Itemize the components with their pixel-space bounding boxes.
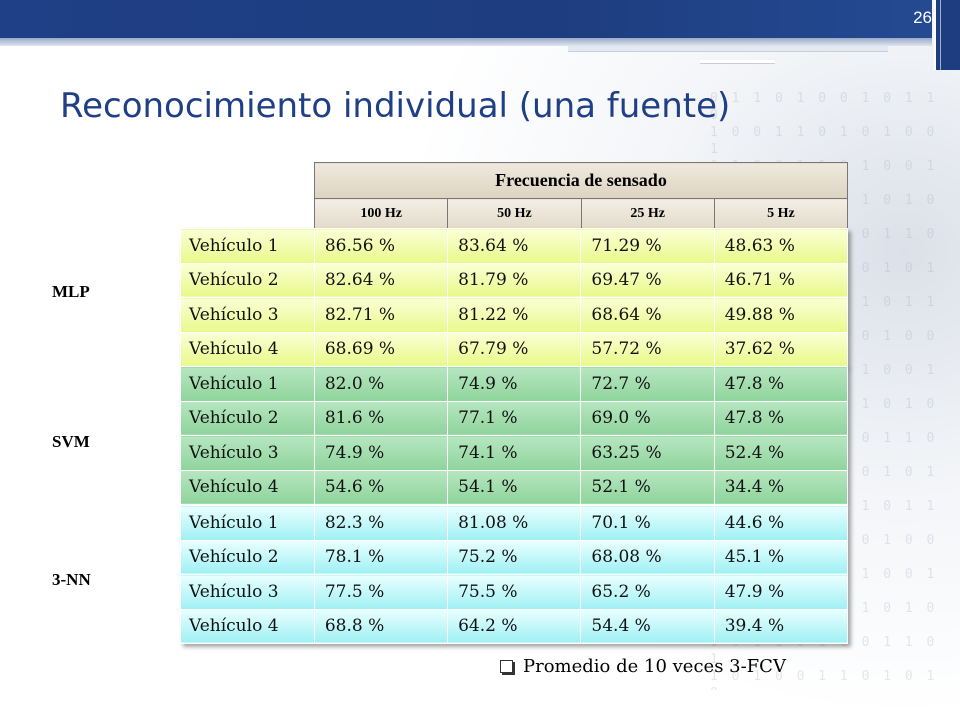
table-cell: 45.1 % xyxy=(713,539,849,575)
table-cell: 68.08 % xyxy=(580,539,715,575)
slide-number: 26 xyxy=(913,8,932,27)
svm-results-table: Vehículo 1 82.0 % 74.9 % 72.7 % 47.8 % V… xyxy=(180,366,849,505)
table-cell: 74.9 % xyxy=(313,435,449,471)
table-cell: 44.6 % xyxy=(713,505,849,541)
table-cell: 39.4 % xyxy=(713,608,849,644)
table-row: Vehículo 4 68.8 % 64.2 % 54.4 % 39.4 % xyxy=(180,608,849,644)
table-cell: 83.64 % xyxy=(447,228,582,264)
row-label: Vehículo 3 xyxy=(180,574,315,610)
table-cell: 69.0 % xyxy=(580,400,715,436)
column-header-5hz: 5 Hz xyxy=(713,198,849,229)
row-label: Vehículo 2 xyxy=(180,262,315,298)
table-cell: 54.6 % xyxy=(313,469,449,505)
table-cell: 68.69 % xyxy=(313,331,449,367)
table-row: Vehículo 2 78.1 % 75.2 % 68.08 % 45.1 % xyxy=(180,539,849,575)
group-label-mlp: MLP xyxy=(52,282,90,301)
row-label: Vehículo 4 xyxy=(180,469,315,505)
header-bar-shade xyxy=(0,38,932,46)
table-cell: 81.79 % xyxy=(447,262,582,298)
row-label: Vehículo 3 xyxy=(180,297,315,333)
column-header-100hz: 100 Hz xyxy=(313,198,449,229)
table-cell: 72.7 % xyxy=(580,366,715,402)
row-label: Vehículo 2 xyxy=(180,539,315,575)
row-label: Vehículo 4 xyxy=(180,608,315,644)
table-cell: 75.2 % xyxy=(447,539,582,575)
group-label-svm: SVM xyxy=(52,432,90,451)
table-row: Vehículo 3 74.9 % 74.1 % 63.25 % 52.4 % xyxy=(180,435,849,471)
table-cell: 49.88 % xyxy=(713,297,849,333)
table-cell: 47.9 % xyxy=(713,574,849,610)
table-cell: 81.22 % xyxy=(447,297,582,333)
table-cell: 48.63 % xyxy=(713,228,849,264)
table-row: Vehículo 2 81.6 % 77.1 % 69.0 % 47.8 % xyxy=(180,400,849,436)
table-cell: 52.1 % xyxy=(580,469,715,505)
row-label: Vehículo 1 xyxy=(180,505,315,541)
slide-title: Reconocimiento individual (una fuente) xyxy=(60,86,731,126)
table-row: Vehículo 3 77.5 % 75.5 % 65.2 % 47.9 % xyxy=(180,574,849,610)
3nn-results-table: Vehículo 1 82.3 % 81.08 % 70.1 % 44.6 % … xyxy=(180,505,849,644)
table-cell: 63.25 % xyxy=(580,435,715,471)
footnote-text: Promedio de 10 veces 3-FCV xyxy=(523,656,786,677)
table-cell: 47.8 % xyxy=(713,400,849,436)
row-label: Vehículo 3 xyxy=(180,435,315,471)
right-accent-rule-thin xyxy=(940,0,941,70)
table-cell: 64.2 % xyxy=(447,608,582,644)
table-cell: 54.4 % xyxy=(580,608,715,644)
table-cell: 77.1 % xyxy=(447,400,582,436)
table-cell: 65.2 % xyxy=(580,574,715,610)
frequency-header-table: Frecuencia de sensado 100 Hz 50 Hz 25 Hz… xyxy=(313,162,849,229)
table-cell: 81.08 % xyxy=(447,505,582,541)
table-row: Vehículo 1 82.0 % 74.9 % 72.7 % 47.8 % xyxy=(180,366,849,402)
table-cell: 69.47 % xyxy=(580,262,715,298)
right-accent-rule xyxy=(934,0,936,70)
table-row: Vehículo 4 54.6 % 54.1 % 52.1 % 34.4 % xyxy=(180,469,849,505)
table-cell: 82.0 % xyxy=(313,366,449,402)
table-cell: 67.79 % xyxy=(447,331,582,367)
header-accent-line-short xyxy=(700,60,775,64)
table-cell: 70.1 % xyxy=(580,505,715,541)
row-label: Vehículo 2 xyxy=(180,400,315,436)
table-cell: 46.71 % xyxy=(713,262,849,298)
table-cell: 74.1 % xyxy=(447,435,582,471)
group-label-3nn: 3-NN xyxy=(52,570,91,589)
table-cell: 47.8 % xyxy=(713,366,849,402)
table-row: Vehículo 3 82.71 % 81.22 % 68.64 % 49.88… xyxy=(180,297,849,333)
right-accent-bar xyxy=(934,0,960,70)
mlp-results-table: Vehículo 1 86.56 % 83.64 % 71.29 % 48.63… xyxy=(180,228,849,367)
table-cell: 75.5 % xyxy=(447,574,582,610)
header-accent-line xyxy=(568,46,888,52)
frequency-header: Frecuencia de sensado xyxy=(314,162,848,199)
table-cell: 82.71 % xyxy=(313,297,449,333)
table-cell: 82.3 % xyxy=(313,505,449,541)
row-label: Vehículo 1 xyxy=(180,228,315,264)
checkbox-bullet-icon xyxy=(500,660,513,673)
table-cell: 57.72 % xyxy=(580,331,715,367)
table-cell: 52.4 % xyxy=(713,435,849,471)
header-bar xyxy=(0,0,932,38)
table-row: Vehículo 1 86.56 % 83.64 % 71.29 % 48.63… xyxy=(180,228,849,264)
table-cell: 74.9 % xyxy=(447,366,582,402)
table-cell: 68.8 % xyxy=(313,608,449,644)
table-cell: 37.62 % xyxy=(713,331,849,367)
table-row: Vehículo 2 82.64 % 81.79 % 69.47 % 46.71… xyxy=(180,262,849,298)
table-cell: 68.64 % xyxy=(580,297,715,333)
table-row: Vehículo 4 68.69 % 67.79 % 57.72 % 37.62… xyxy=(180,331,849,367)
row-label: Vehículo 1 xyxy=(180,366,315,402)
table-cell: 54.1 % xyxy=(447,469,582,505)
footnote: Promedio de 10 veces 3-FCV xyxy=(500,656,786,677)
table-cell: 86.56 % xyxy=(313,228,449,264)
column-header-25hz: 25 Hz xyxy=(580,198,715,229)
table-cell: 77.5 % xyxy=(313,574,449,610)
table-cell: 81.6 % xyxy=(313,400,449,436)
table-row: Vehículo 1 82.3 % 81.08 % 70.1 % 44.6 % xyxy=(180,505,849,541)
column-header-50hz: 50 Hz xyxy=(447,198,582,229)
table-cell: 82.64 % xyxy=(313,262,449,298)
table-cell: 78.1 % xyxy=(313,539,449,575)
row-label: Vehículo 4 xyxy=(180,331,315,367)
table-cell: 71.29 % xyxy=(580,228,715,264)
table-cell: 34.4 % xyxy=(713,469,849,505)
